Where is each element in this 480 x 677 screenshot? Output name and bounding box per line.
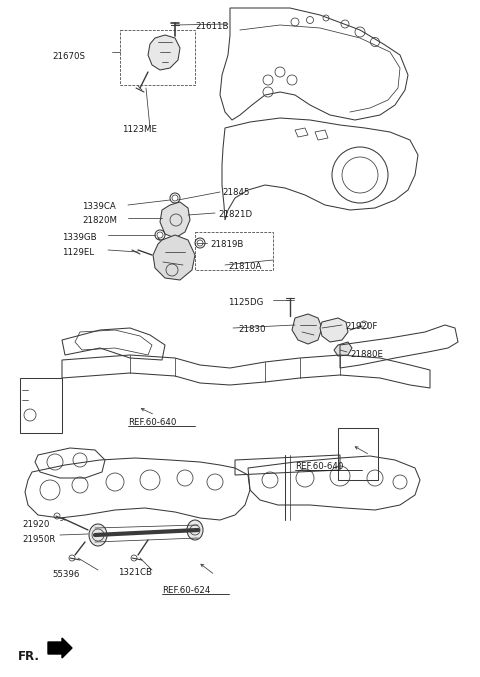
Text: 1123ME: 1123ME	[122, 125, 157, 134]
Polygon shape	[292, 314, 322, 344]
Text: 21830: 21830	[238, 325, 265, 334]
Bar	[20, 378, 62, 433]
Text: 21950R: 21950R	[22, 535, 55, 544]
Text: 21820M: 21820M	[82, 216, 117, 225]
Text: 1129EL: 1129EL	[62, 248, 94, 257]
Ellipse shape	[187, 520, 203, 540]
Text: 1125DG: 1125DG	[228, 298, 264, 307]
Polygon shape	[148, 35, 180, 70]
Text: 21920F: 21920F	[345, 322, 377, 331]
Ellipse shape	[89, 524, 107, 546]
Polygon shape	[48, 638, 72, 658]
Bar	[338, 428, 378, 480]
Text: 21821D: 21821D	[218, 210, 252, 219]
Text: REF.60-624: REF.60-624	[162, 586, 210, 595]
Text: 55396: 55396	[52, 570, 79, 579]
Polygon shape	[153, 235, 195, 280]
Polygon shape	[160, 202, 190, 238]
Bar	[195, 232, 273, 270]
Text: 21611B: 21611B	[195, 22, 228, 31]
Text: 21819B: 21819B	[210, 240, 243, 249]
Text: 21670S: 21670S	[52, 52, 85, 61]
Text: 1339GB: 1339GB	[62, 233, 96, 242]
Text: FR.: FR.	[18, 650, 40, 663]
Polygon shape	[334, 342, 352, 356]
Text: 1321CB: 1321CB	[118, 568, 152, 577]
Polygon shape	[320, 318, 348, 342]
Text: 21880E: 21880E	[350, 350, 383, 359]
Text: REF.60-640: REF.60-640	[128, 418, 176, 427]
Text: 1339CA: 1339CA	[82, 202, 116, 211]
Text: REF.60-640: REF.60-640	[295, 462, 343, 471]
Bar	[120, 30, 195, 85]
Text: 21920: 21920	[22, 520, 49, 529]
Text: 21810A: 21810A	[228, 262, 262, 271]
Text: 21845: 21845	[222, 188, 250, 197]
